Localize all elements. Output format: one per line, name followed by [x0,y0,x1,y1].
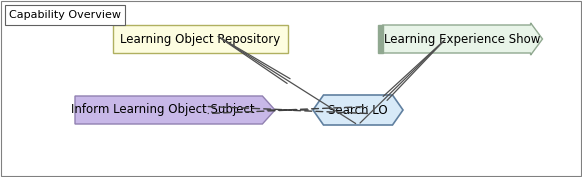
Polygon shape [382,23,542,55]
Bar [112,25,288,53]
Text: Learning Object Repository: Learning Object Repository [120,33,280,45]
Polygon shape [313,95,403,125]
Text: Inform Learning Object Subject: Inform Learning Object Subject [71,104,255,116]
Text: Search LO: Search LO [328,104,388,116]
Polygon shape [75,96,275,124]
Bar [5,5,125,25]
Bar [378,25,382,53]
Text: Learning Experience Show: Learning Experience Show [384,33,540,45]
Text: Capability Overview: Capability Overview [9,10,121,20]
